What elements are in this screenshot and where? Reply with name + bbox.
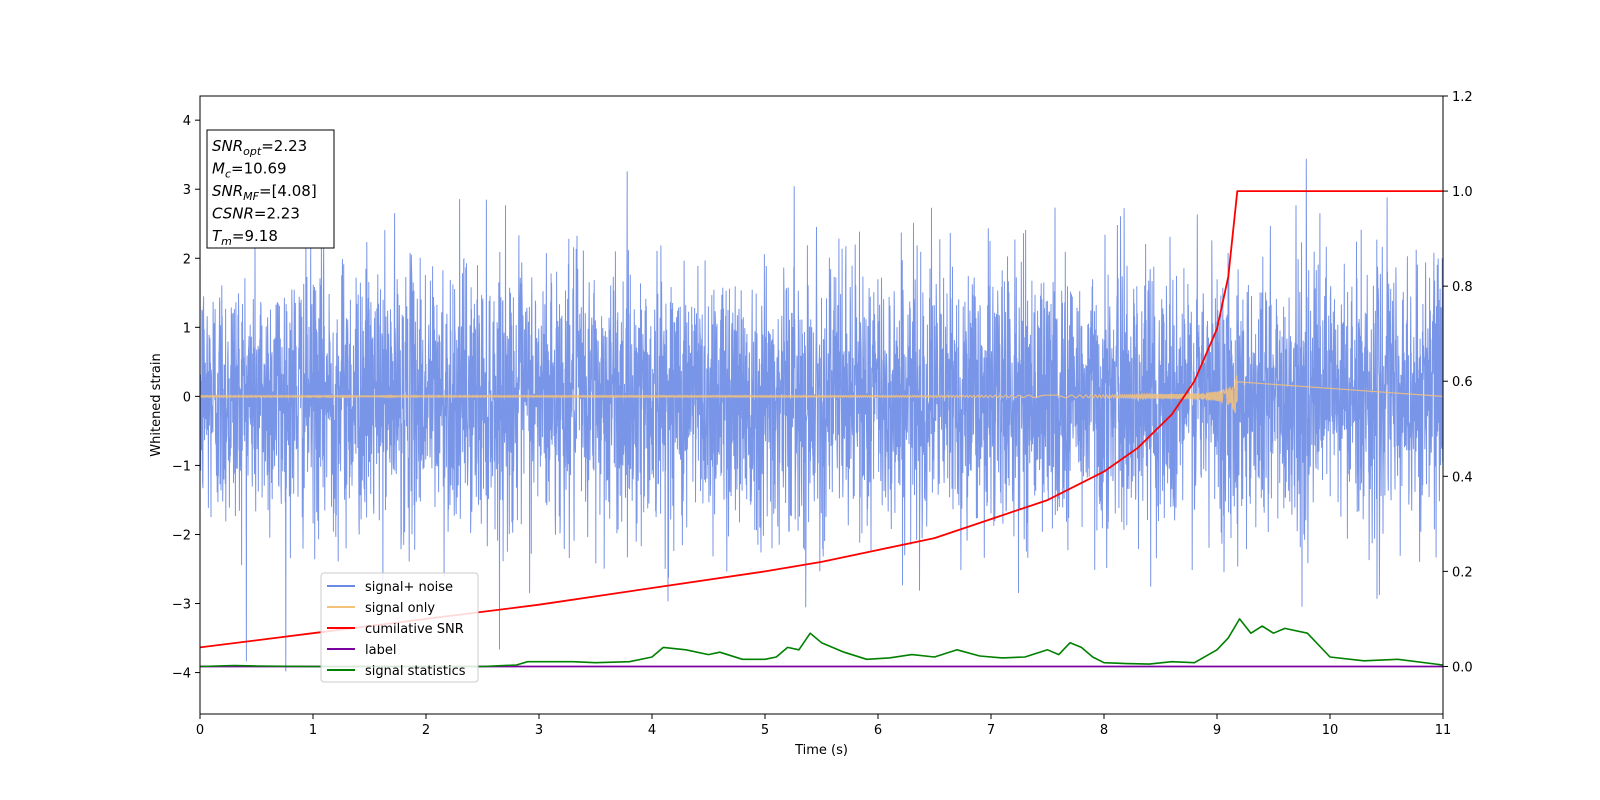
plot-frame (199, 95, 1444, 715)
legend-entry: signal+ noise (365, 580, 453, 595)
annotation-line: Tm=9.18 (212, 227, 278, 248)
legend-entry: cumilative SNR (365, 622, 464, 637)
series-signal-statistics (200, 618, 1443, 668)
x-axis-title: Time (s) (794, 743, 848, 758)
legend-frame (320, 572, 479, 683)
series-signal-noise (200, 158, 1443, 672)
x-tick-label: 3 (535, 723, 543, 738)
y-right-tick-label: 1.0 (1452, 185, 1473, 200)
y-right-tick-label: 0.8 (1452, 280, 1473, 295)
axes: 0 1 2 3 4 5 6 7 8 9 10 11 −4 −3 −2 −1 0 1 2 3 4 0.0 0.2 0.4 0.6 0… (172, 90, 1473, 738)
x-tick-label: 2 (422, 723, 430, 738)
y-left-tick-label: −3 (172, 598, 191, 613)
x-tick-label: 8 (1100, 723, 1108, 738)
y-left-tick-label: 2 (183, 252, 191, 267)
legend-entry: signal statistics (365, 664, 466, 679)
y-left-tick-label: −1 (172, 459, 191, 474)
y-right-tick-label: 0.2 (1452, 565, 1473, 580)
annotation-line: CSNR=2.23 (212, 205, 300, 223)
y-left-tick-label: 3 (183, 183, 191, 198)
annotation-frame (206, 129, 335, 249)
y-right-tick-label: 0.6 (1452, 375, 1473, 390)
x-tick-label: 7 (987, 723, 995, 738)
y-right-tick-label: 0.0 (1452, 660, 1473, 675)
x-tick-label: 10 (1322, 723, 1339, 738)
y-left-tick-label: 4 (183, 114, 191, 129)
annotation-line: Mc=10.69 (212, 160, 287, 181)
series-signal-only (200, 375, 1443, 414)
x-tick-label: 9 (1213, 723, 1221, 738)
y-right-tick-label: 0.4 (1452, 470, 1473, 485)
x-tick-label: 0 (196, 723, 204, 738)
y-left-tick-label: 0 (183, 390, 191, 405)
legend-entry: signal only (365, 601, 435, 616)
x-tick-label: 5 (761, 723, 769, 738)
y-left-tick-label: 1 (183, 321, 191, 336)
y-right-tick-label: 1.2 (1452, 90, 1473, 105)
y-axis-title: Whitened strain (149, 353, 164, 456)
x-tick-label: 11 (1435, 723, 1452, 738)
legend: signal+ noise signal only cumilative SNR la… (320, 572, 479, 683)
legend-entry: label (365, 643, 396, 658)
annotation-line: SNRopt=2.23 (212, 137, 307, 158)
x-tick-label: 4 (648, 723, 656, 738)
x-tick-label: 1 (309, 723, 317, 738)
y-left-tick-label: −4 (172, 667, 191, 682)
y-left-tick-label: −2 (172, 528, 191, 543)
series-cumilative-snr (200, 190, 1443, 649)
x-tick-label: 6 (874, 723, 882, 738)
annotation-line: SNRMF=[4.08] (212, 182, 317, 203)
